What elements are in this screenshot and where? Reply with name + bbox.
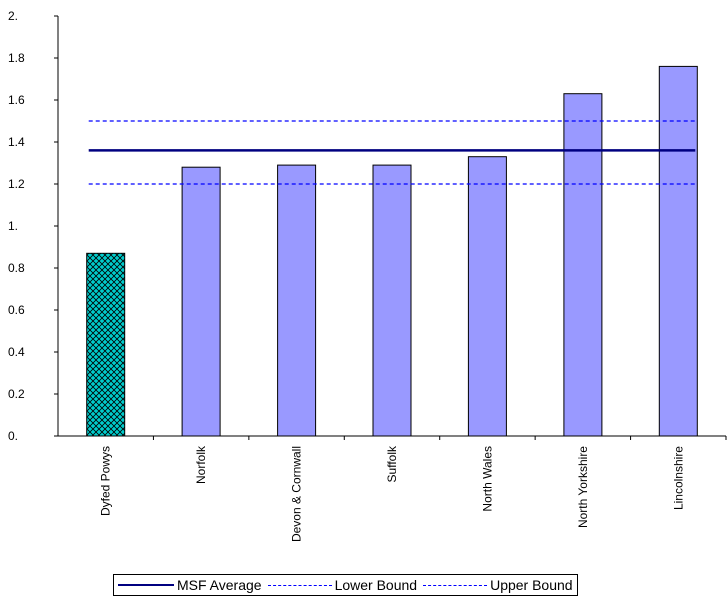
y-tick-label: 1.4: [8, 135, 25, 149]
dashed-line-swatch-icon: [423, 584, 488, 586]
solid-line-swatch-icon: [118, 584, 174, 586]
x-category-label: Norfolk: [194, 445, 208, 484]
x-category-label: Lincolnshire: [671, 446, 685, 510]
x-category-label: Suffolk: [385, 445, 399, 482]
y-tick-label: 1.2: [8, 177, 25, 191]
legend-item-msf-average: MSF Average: [118, 577, 262, 593]
y-tick-label: 0.: [8, 429, 18, 443]
y-tick-label: 1.8: [8, 51, 25, 65]
bar-suffolk: [372, 164, 412, 437]
x-category-label: Dyfed Powys: [99, 446, 113, 516]
bar-norfolk: [181, 166, 221, 437]
legend-item-lower-bound: Lower Bound: [262, 577, 418, 593]
legend-label: Upper Bound: [490, 577, 573, 593]
bar-north-yorkshire: [563, 93, 603, 437]
y-tick-label: 2.: [8, 9, 18, 23]
legend-item-upper-bound: Upper Bound: [417, 577, 573, 593]
bar-north-wales: [467, 156, 507, 437]
dashed-line-swatch-icon: [267, 584, 332, 586]
y-tick-label: 1.: [8, 219, 18, 233]
y-tick-label: 0.4: [8, 345, 25, 359]
y-tick-label: 0.6: [8, 303, 25, 317]
x-category-label: North Yorkshire: [576, 446, 590, 528]
x-category-label: Devon & Cornwall: [290, 446, 304, 542]
legend-label: MSF Average: [177, 577, 262, 593]
bar-devon-cornwall: [277, 164, 317, 437]
y-tick-label: 0.8: [8, 261, 25, 275]
bar-lincolnshire: [658, 65, 698, 437]
y-tick-label: 0.2: [8, 387, 25, 401]
y-tick-label: 1.6: [8, 93, 25, 107]
x-category-label: North Wales: [480, 446, 494, 512]
bar-dyfed-powys: [86, 252, 126, 437]
chart-legend: MSF Average Lower Bound Upper Bound: [113, 574, 578, 596]
legend-label: Lower Bound: [334, 577, 418, 593]
